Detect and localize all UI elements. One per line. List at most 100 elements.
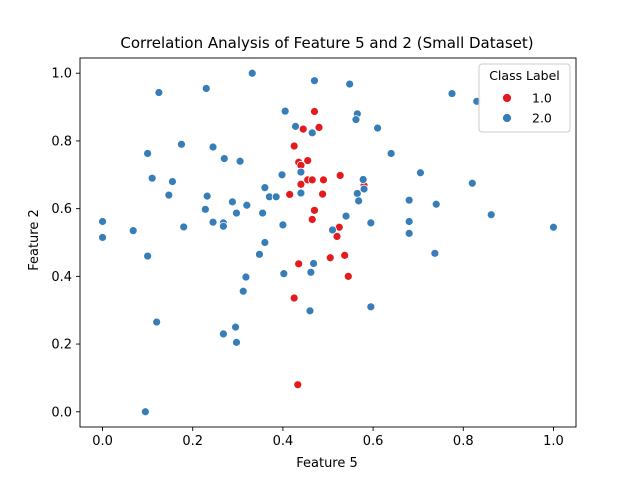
data-point [291, 121, 300, 131]
legend-box [478, 63, 571, 133]
data-point [345, 79, 355, 89]
data-point [373, 123, 383, 133]
data-point [177, 139, 186, 149]
data-point [235, 156, 245, 166]
data-point [325, 253, 335, 263]
plot-frame [79, 57, 577, 428]
data-point [358, 175, 368, 184]
x-tick-label: 0.0 [92, 434, 113, 449]
data-point [309, 259, 318, 268]
x-axis-label: Feature 5 [296, 456, 358, 471]
data-point [306, 267, 316, 277]
y-tick-label: 0.6 [51, 202, 72, 217]
data-point [467, 178, 477, 188]
data-point [549, 222, 558, 232]
series-2 [98, 68, 558, 417]
data-point [279, 269, 289, 279]
data-point [143, 251, 153, 261]
data-point [232, 337, 241, 347]
data-point [258, 208, 268, 218]
data-point [260, 183, 270, 193]
data-point [335, 171, 345, 180]
data-point [271, 192, 281, 202]
series-1 [285, 107, 369, 390]
data-point [255, 249, 264, 259]
y-tick-label: 0.2 [51, 338, 72, 353]
data-point [241, 272, 251, 282]
data-point [179, 222, 189, 232]
data-point [289, 141, 299, 151]
plot-area: 0.0 0.2 0.4 0.6 0.8 1.0 0.0 0.2 0.4 0.6 0.8 1.0 [51, 57, 577, 449]
data-point [277, 170, 287, 180]
data-point [310, 205, 319, 215]
data-point [128, 226, 138, 236]
data-point [404, 195, 414, 205]
data-point [303, 156, 313, 165]
x-tick-label: 0.8 [453, 434, 474, 449]
data-point [296, 188, 306, 198]
legend-marker [502, 93, 512, 103]
data-point [386, 149, 396, 158]
y-tick-label: 0.0 [51, 405, 72, 420]
x-tick-label: 0.6 [363, 434, 384, 449]
data-point [143, 149, 153, 158]
data-point [98, 217, 107, 226]
data-point [242, 200, 252, 210]
data-point [341, 211, 351, 221]
data-point [231, 322, 240, 332]
data-point [218, 221, 228, 231]
data-point [404, 228, 414, 238]
x-tick-label: 0.2 [182, 434, 203, 449]
data-point [310, 107, 319, 116]
data-point [147, 173, 157, 183]
data-point [98, 233, 107, 242]
y-tick-label: 0.4 [51, 270, 72, 285]
legend-title: Class Label [489, 68, 560, 83]
data-point [218, 329, 228, 339]
data-point [343, 271, 353, 281]
data-point [332, 232, 342, 241]
data-point [416, 168, 425, 178]
data-point [238, 286, 248, 296]
data-point [228, 197, 237, 207]
data-point [359, 184, 369, 194]
data-point [328, 225, 337, 235]
data-point [208, 142, 218, 152]
data-point [319, 175, 328, 185]
data-point [232, 208, 241, 218]
data-point [298, 124, 308, 134]
data-point [168, 177, 177, 186]
data-point [354, 196, 364, 206]
legend-marker [502, 113, 512, 123]
data-point [351, 115, 361, 125]
data-point [404, 217, 414, 226]
data-point [280, 106, 290, 116]
data-point [307, 128, 317, 138]
data-point [293, 380, 303, 390]
data-point [200, 204, 210, 214]
x-tick-label: 1.0 [543, 434, 564, 449]
data-point [296, 167, 306, 177]
data-point [208, 217, 218, 227]
legend: Class Label 1.0 2.0 [478, 63, 571, 133]
data-point [289, 293, 299, 303]
data-point [486, 210, 496, 220]
data-point [310, 76, 319, 86]
data-point [247, 68, 257, 78]
data-point [307, 175, 317, 185]
data-point [318, 189, 327, 199]
data-point [307, 215, 317, 224]
data-point [201, 84, 211, 93]
data-point [352, 189, 362, 198]
data-point [296, 179, 306, 189]
legend-label: 1.0 [532, 91, 552, 106]
data-point [447, 89, 457, 98]
chart-title: Correlation Analysis of Feature 5 and 2 … [120, 34, 533, 52]
y-tick-label: 1.0 [51, 67, 72, 82]
data-point [430, 248, 440, 258]
data-point [219, 154, 229, 163]
data-point [278, 220, 288, 230]
data-point [154, 88, 164, 97]
